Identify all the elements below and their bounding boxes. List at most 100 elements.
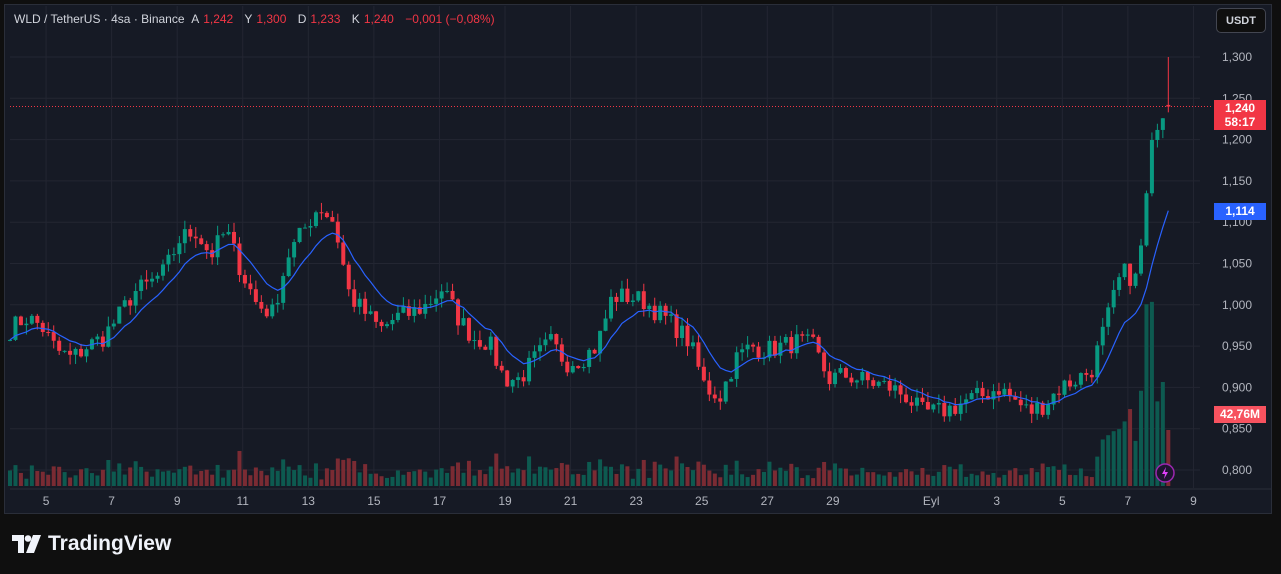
volume-bar: [772, 470, 777, 486]
candle: [286, 248, 291, 278]
candle: [155, 272, 160, 283]
candle: [160, 259, 165, 281]
volume-bar: [751, 474, 756, 486]
volume-bar: [712, 473, 717, 486]
candle: [598, 330, 603, 362]
volume-bar: [128, 467, 133, 486]
volume-bar: [598, 459, 603, 486]
volume-bar: [204, 469, 209, 486]
volume-bar: [1035, 472, 1040, 486]
candle-body: [505, 370, 510, 387]
candle: [740, 343, 745, 361]
candle-body: [920, 397, 925, 402]
time-axis-label: 17: [433, 494, 447, 508]
candle: [909, 396, 914, 414]
candle-body: [576, 366, 581, 369]
candle: [893, 377, 898, 399]
candle: [975, 380, 980, 399]
volume-bar: [248, 475, 253, 486]
volume-bar: [1018, 475, 1023, 486]
candle-body: [297, 227, 302, 243]
candle: [904, 387, 909, 404]
candle: [1046, 400, 1051, 420]
volume-bar: [1095, 456, 1100, 486]
candle-body: [95, 336, 100, 340]
volume-bar: [854, 474, 859, 486]
candle-body: [1046, 404, 1051, 415]
volume-bar: [1057, 469, 1062, 486]
candle: [685, 318, 690, 356]
candle-body: [1067, 380, 1072, 387]
brand-name: TradingView: [48, 532, 172, 555]
volume-bar: [423, 471, 428, 486]
candle-body: [221, 234, 226, 236]
volume-bar: [527, 456, 532, 486]
volume-bar: [778, 467, 783, 486]
candle: [980, 381, 985, 404]
candle: [1166, 57, 1171, 113]
candle: [308, 219, 313, 237]
candle-body: [843, 368, 848, 378]
candle: [499, 361, 504, 373]
candle-body: [1095, 345, 1100, 378]
candle-body: [680, 325, 685, 338]
candle-body: [652, 305, 657, 321]
volume-bar: [253, 467, 258, 486]
time-axis-label: 13: [302, 494, 316, 508]
candle-body: [1084, 373, 1089, 375]
candle-body: [598, 330, 603, 354]
candle: [1035, 397, 1040, 420]
currency-button[interactable]: USDT: [1216, 8, 1266, 33]
candle-body: [565, 361, 570, 373]
volume-bar: [8, 470, 12, 486]
candle: [570, 361, 575, 374]
volume-bar: [1024, 474, 1029, 486]
candle-body: [723, 381, 728, 402]
candle: [707, 372, 712, 402]
candle-body: [1029, 404, 1034, 414]
candle: [171, 247, 176, 262]
volume-bar: [406, 471, 411, 486]
candle: [920, 388, 925, 405]
candle: [914, 388, 919, 412]
candle-body: [882, 380, 887, 382]
candle: [663, 303, 668, 325]
candle-body: [532, 351, 537, 358]
tradingview-logo[interactable]: TradingView: [12, 532, 171, 556]
candle-body: [516, 377, 521, 381]
time-axis-label: 9: [174, 494, 181, 508]
volume-bar: [882, 475, 887, 486]
candle-body: [40, 322, 45, 333]
candle-body: [477, 340, 482, 347]
candle-body: [406, 306, 411, 316]
candle: [876, 380, 881, 388]
price-axis-label: 0,950: [1222, 339, 1252, 353]
candle-body: [319, 212, 324, 214]
candle-body: [253, 289, 258, 302]
candle-body: [1007, 388, 1012, 397]
candle-body: [57, 340, 62, 351]
candle: [363, 291, 368, 322]
symbol-title[interactable]: WLD / TetherUS · 4sa · Binance: [14, 12, 185, 26]
volume-bar: [450, 466, 455, 486]
ma-value-tag-text: 1,114: [1225, 204, 1255, 218]
candle-body: [155, 275, 160, 279]
volume-bar: [652, 461, 657, 486]
candle-body: [494, 336, 499, 366]
volume-bar: [417, 469, 422, 486]
volume-bar: [936, 471, 941, 486]
candle-body: [193, 236, 198, 239]
candle: [221, 232, 226, 238]
candle-body: [619, 288, 624, 302]
volume-bar: [428, 477, 433, 486]
volume-bar: [57, 466, 62, 486]
candle: [193, 227, 198, 249]
candle: [729, 377, 734, 382]
volume-bar: [898, 472, 903, 486]
candle-body: [909, 402, 914, 406]
volume-bar: [975, 475, 980, 486]
candle-body: [226, 231, 231, 235]
candle: [122, 296, 127, 308]
candle-body: [24, 323, 29, 326]
